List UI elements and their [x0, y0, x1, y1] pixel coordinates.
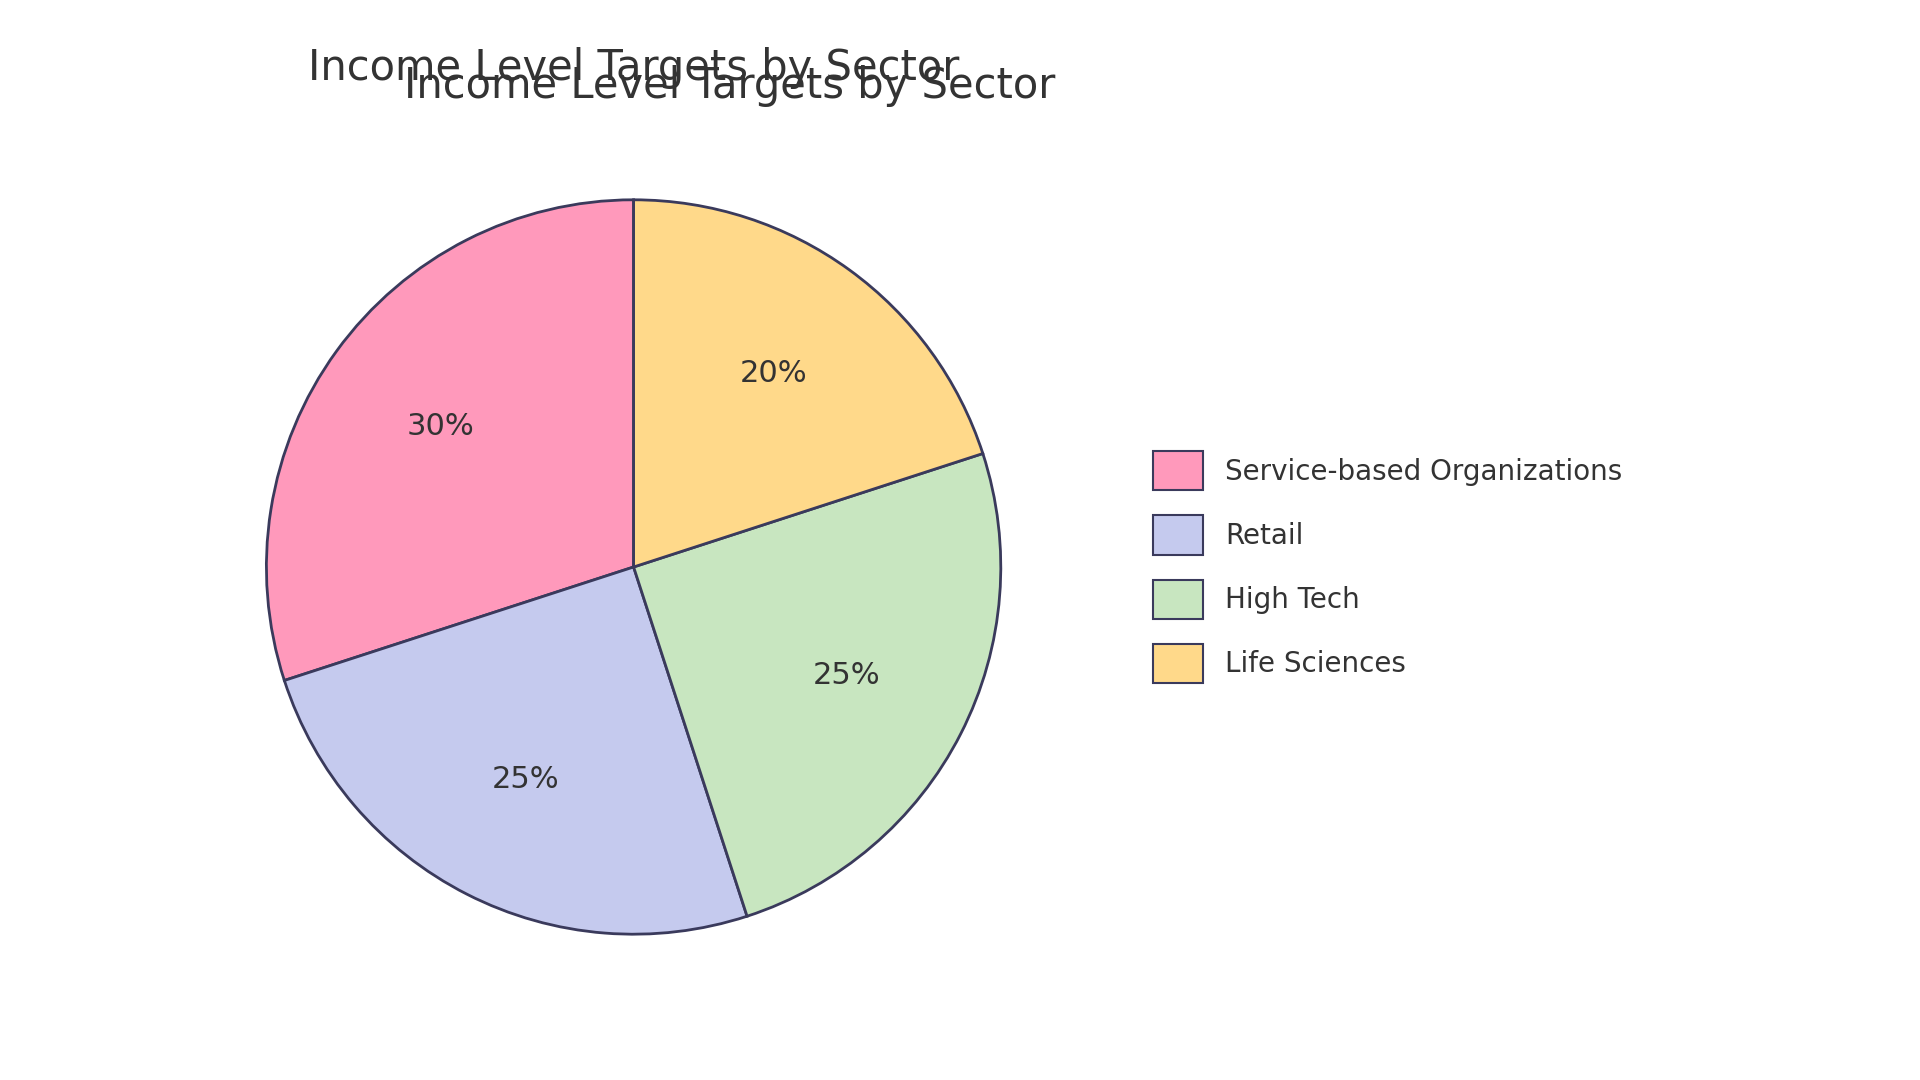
- Wedge shape: [634, 200, 983, 567]
- Wedge shape: [267, 200, 634, 680]
- Text: 20%: 20%: [739, 360, 808, 389]
- Legend: Service-based Organizations, Retail, High Tech, Life Sciences: Service-based Organizations, Retail, Hig…: [1125, 423, 1649, 711]
- Text: Income Level Targets by Sector: Income Level Targets by Sector: [403, 66, 1056, 107]
- Title: Income Level Targets by Sector: Income Level Targets by Sector: [307, 48, 960, 90]
- Text: 25%: 25%: [812, 661, 879, 690]
- Text: 30%: 30%: [407, 413, 474, 442]
- Wedge shape: [284, 567, 747, 934]
- Text: 25%: 25%: [492, 765, 559, 794]
- Wedge shape: [634, 454, 1000, 916]
